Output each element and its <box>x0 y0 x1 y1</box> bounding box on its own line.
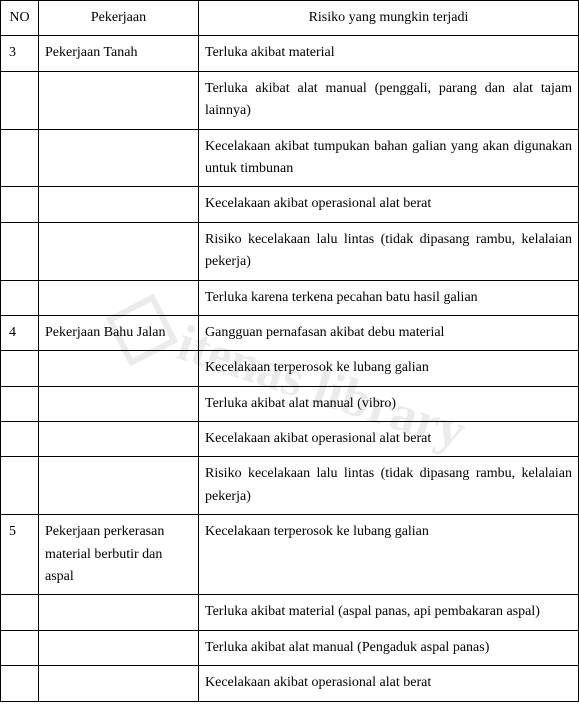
cell-risiko: Kecelakaan terperosok ke lubang galian <box>199 351 579 386</box>
table-row: Kecelakaan akibat tumpukan bahan galian … <box>1 129 579 187</box>
cell-no <box>1 351 39 386</box>
table-row: Kecelakaan akibat operasional alat berat <box>1 187 579 222</box>
cell-no <box>1 386 39 421</box>
cell-risiko: Risiko kecelakaan lalu lintas (tidak dip… <box>199 222 579 280</box>
cell-risiko: Kecelakaan akibat operasional alat berat <box>199 666 579 701</box>
cell-no <box>1 666 39 701</box>
table-row: Kecelakaan terperosok ke lubang galian <box>1 351 579 386</box>
cell-no <box>1 595 39 630</box>
cell-pekerjaan: Pekerjaan Bahu Jalan <box>39 315 199 350</box>
header-risiko: Risiko yang mungkin terjadi <box>199 1 579 36</box>
header-pekerjaan: Pekerjaan <box>39 1 199 36</box>
cell-risiko: Terluka akibat alat manual (vibro) <box>199 386 579 421</box>
cell-pekerjaan <box>39 666 199 701</box>
table-header-row: NO Pekerjaan Risiko yang mungkin terjadi <box>1 1 579 36</box>
cell-no: 4 <box>1 315 39 350</box>
cell-risiko: Kecelakaan terperosok ke lubang galian <box>199 515 579 595</box>
cell-risiko: Terluka akibat alat manual (Pengaduk asp… <box>199 630 579 665</box>
cell-risiko: Terluka akibat material (aspal panas, ap… <box>199 595 579 630</box>
table-row: Terluka akibat material (aspal panas, ap… <box>1 595 579 630</box>
cell-no <box>1 187 39 222</box>
cell-no <box>1 422 39 457</box>
table-row: Terluka akibat alat manual (Pengaduk asp… <box>1 630 579 665</box>
cell-risiko: Terluka akibat alat manual (penggali, pa… <box>199 71 579 129</box>
table-body: 3Pekerjaan TanahTerluka akibat materialT… <box>1 36 579 701</box>
cell-pekerjaan <box>39 457 199 515</box>
table-row: Terluka akibat alat manual (penggali, pa… <box>1 71 579 129</box>
table-row: Kecelakaan akibat operasional alat berat <box>1 422 579 457</box>
risk-table: NO Pekerjaan Risiko yang mungkin terjadi… <box>0 0 579 702</box>
cell-no <box>1 71 39 129</box>
cell-no <box>1 222 39 280</box>
cell-risiko: Risiko kecelakaan lalu lintas (tidak dip… <box>199 457 579 515</box>
table-row: Terluka akibat alat manual (vibro) <box>1 386 579 421</box>
cell-no <box>1 129 39 187</box>
cell-risiko: Kecelakaan akibat tumpukan bahan galian … <box>199 129 579 187</box>
cell-pekerjaan: Pekerjaan Tanah <box>39 36 199 71</box>
cell-pekerjaan: Pekerjaan perkerasan material berbutir d… <box>39 515 199 595</box>
cell-pekerjaan <box>39 129 199 187</box>
cell-pekerjaan <box>39 71 199 129</box>
cell-risiko: Kecelakaan akibat operasional alat berat <box>199 422 579 457</box>
table-row: Risiko kecelakaan lalu lintas (tidak dip… <box>1 222 579 280</box>
cell-no <box>1 457 39 515</box>
table-row: 3Pekerjaan TanahTerluka akibat material <box>1 36 579 71</box>
cell-pekerjaan <box>39 222 199 280</box>
cell-risiko: Terluka karena terkena pecahan batu hasi… <box>199 280 579 315</box>
cell-pekerjaan <box>39 386 199 421</box>
table-row: Kecelakaan akibat operasional alat berat <box>1 666 579 701</box>
table-row: Terluka karena terkena pecahan batu hasi… <box>1 280 579 315</box>
header-no: NO <box>1 1 39 36</box>
cell-pekerjaan <box>39 187 199 222</box>
cell-pekerjaan <box>39 595 199 630</box>
cell-pekerjaan <box>39 630 199 665</box>
cell-no: 5 <box>1 515 39 595</box>
cell-pekerjaan <box>39 422 199 457</box>
cell-pekerjaan <box>39 280 199 315</box>
table-row: 4Pekerjaan Bahu JalanGangguan pernafasan… <box>1 315 579 350</box>
table-row: 5Pekerjaan perkerasan material berbutir … <box>1 515 579 595</box>
cell-no <box>1 630 39 665</box>
table-row: Risiko kecelakaan lalu lintas (tidak dip… <box>1 457 579 515</box>
cell-no <box>1 280 39 315</box>
cell-risiko: Terluka akibat material <box>199 36 579 71</box>
cell-risiko: Kecelakaan akibat operasional alat berat <box>199 187 579 222</box>
cell-no: 3 <box>1 36 39 71</box>
cell-risiko: Gangguan pernafasan akibat debu material <box>199 315 579 350</box>
cell-pekerjaan <box>39 351 199 386</box>
